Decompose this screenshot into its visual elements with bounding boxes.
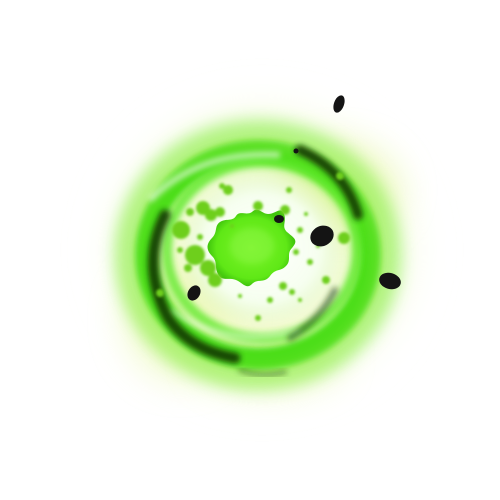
droplet — [200, 260, 216, 276]
droplet — [293, 249, 299, 255]
droplet — [286, 187, 292, 193]
droplet — [219, 183, 225, 189]
droplet — [307, 259, 313, 265]
droplet — [223, 185, 233, 195]
droplet — [177, 247, 183, 253]
droplet — [280, 205, 290, 215]
droplet — [253, 201, 263, 211]
droplet — [322, 276, 330, 284]
droplet — [336, 172, 344, 180]
droplet — [279, 282, 287, 290]
droplet — [186, 208, 194, 216]
debris-chunks — [187, 95, 401, 301]
droplet — [298, 298, 302, 302]
droplet — [238, 294, 242, 298]
droplet — [156, 289, 164, 297]
debris-chunk — [293, 148, 299, 154]
acid-core-splat — [207, 209, 296, 287]
droplet — [267, 297, 273, 303]
debris-chunk — [379, 272, 401, 290]
droplet — [205, 209, 217, 221]
debris-chunk — [187, 285, 201, 301]
droplet — [185, 245, 205, 265]
droplet — [172, 221, 190, 239]
energy-ring — [115, 120, 401, 390]
droplet — [289, 289, 295, 295]
droplet — [215, 207, 225, 217]
droplet — [208, 273, 222, 287]
droplet — [184, 264, 192, 272]
droplet — [255, 315, 261, 321]
debris-chunk — [333, 95, 345, 113]
droplet — [230, 224, 234, 228]
droplet — [338, 232, 350, 244]
droplet — [297, 227, 303, 233]
droplet — [197, 234, 203, 240]
debris-chunk — [274, 215, 284, 223]
droplet — [304, 212, 308, 216]
debris-chunk — [310, 225, 334, 247]
acid-droplets — [156, 172, 350, 321]
